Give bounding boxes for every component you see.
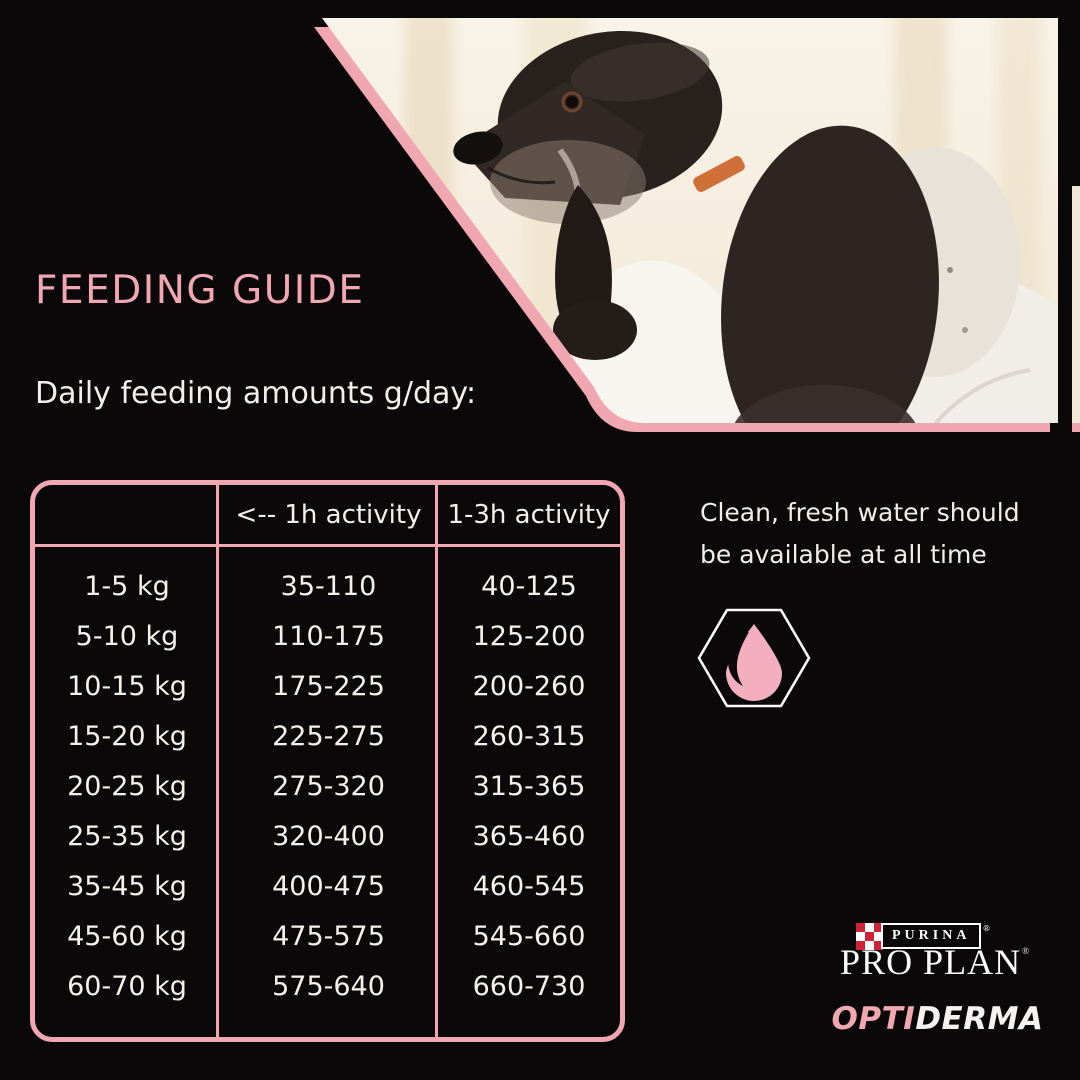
pro-plan-text: PRO PLAN bbox=[840, 942, 1022, 982]
activity-low-value: 35-110 bbox=[280, 570, 377, 602]
feeding-table: <-- 1h activity 1-3h activity 1-5 kg 35-1… bbox=[30, 480, 625, 1042]
page-title: FEEDING GUIDE bbox=[35, 268, 365, 313]
weight-range: 5-10 kg bbox=[75, 620, 179, 652]
weight-range: 1-5 kg bbox=[84, 570, 170, 602]
table-body: 1-5 kg 35-110 40-125 5-10 kg 110-175 125-200 1… bbox=[35, 547, 620, 1011]
purina-text: PURINA bbox=[892, 928, 971, 943]
table-divider bbox=[216, 485, 219, 1037]
table-row: 5-10 kg 110-175 125-200 bbox=[35, 611, 620, 661]
table-row: 45-60 kg 475-575 545-660 bbox=[35, 911, 620, 961]
activity-low-value: 225-275 bbox=[272, 720, 385, 752]
activity-low-value: 110-175 bbox=[272, 620, 385, 652]
weight-range: 20-25 kg bbox=[67, 770, 187, 802]
registered-mark: ® bbox=[982, 923, 991, 933]
table-divider bbox=[435, 485, 438, 1037]
weight-range: 10-15 kg bbox=[67, 670, 187, 702]
column-header-low-activity: <-- 1h activity bbox=[235, 499, 422, 530]
water-note-line1: Clean, fresh water should bbox=[700, 498, 1020, 527]
registered-mark: ® bbox=[1022, 946, 1030, 956]
activity-low-value: 575-640 bbox=[272, 970, 385, 1002]
page-subtitle: Daily feeding amounts g/day: bbox=[35, 376, 477, 411]
weight-range: 35-45 kg bbox=[67, 870, 187, 902]
activity-low-value: 275-320 bbox=[272, 770, 385, 802]
activity-low-value: 320-400 bbox=[272, 820, 385, 852]
activity-low-value: 475-575 bbox=[272, 920, 385, 952]
activity-high-value: 40-125 bbox=[481, 570, 577, 602]
dog-photo-image bbox=[314, 18, 1080, 432]
water-drop-icon bbox=[697, 608, 811, 708]
activity-low-value: 175-225 bbox=[272, 670, 385, 702]
activity-high-value: 365-460 bbox=[472, 820, 586, 852]
purina-checkerboard-icon bbox=[856, 922, 883, 950]
table-row: 10-15 kg 175-225 200-260 bbox=[35, 661, 620, 711]
activity-high-value: 545-660 bbox=[472, 920, 586, 952]
purina-logo: PURINA ® bbox=[856, 920, 1041, 952]
weight-range: 45-60 kg bbox=[67, 920, 187, 952]
activity-high-value: 200-260 bbox=[472, 670, 586, 702]
activity-high-value: 660-730 bbox=[472, 970, 586, 1002]
optiderma-wordmark: OPTIDERMA bbox=[830, 1004, 1045, 1035]
weight-range: 15-20 kg bbox=[67, 720, 187, 752]
activity-high-value: 125-200 bbox=[472, 620, 586, 652]
weight-range: 60-70 kg bbox=[67, 970, 187, 1002]
activity-high-value: 315-365 bbox=[472, 770, 586, 802]
table-row: 15-20 kg 225-275 260-315 bbox=[35, 711, 620, 761]
pro-plan-wordmark: PRO PLAN® bbox=[830, 944, 1040, 980]
table-header-row: <-- 1h activity 1-3h activity bbox=[35, 485, 620, 547]
opti-text: OPTI bbox=[831, 1001, 916, 1037]
column-header-high-activity: 1-3h activity bbox=[447, 499, 611, 530]
weight-range: 25-35 kg bbox=[67, 820, 187, 852]
water-note-line2: be available at all time bbox=[700, 540, 987, 569]
table-row: 20-25 kg 275-320 315-365 bbox=[35, 761, 620, 811]
activity-high-value: 260-315 bbox=[472, 720, 586, 752]
table-row: 1-5 kg 35-110 40-125 bbox=[35, 561, 620, 611]
table-row: 25-35 kg 320-400 365-460 bbox=[35, 811, 620, 861]
purina-wordmark: PURINA bbox=[881, 923, 982, 949]
column-header-weight bbox=[35, 485, 219, 544]
derma-text: DERMA bbox=[915, 1001, 1044, 1037]
activity-low-value: 400-475 bbox=[272, 870, 385, 902]
table-row: 60-70 kg 575-640 660-730 bbox=[35, 961, 620, 1011]
water-note: Clean, fresh water should be available a… bbox=[700, 492, 1060, 576]
activity-high-value: 460-545 bbox=[472, 870, 586, 902]
table-row: 35-45 kg 400-475 460-545 bbox=[35, 861, 620, 911]
